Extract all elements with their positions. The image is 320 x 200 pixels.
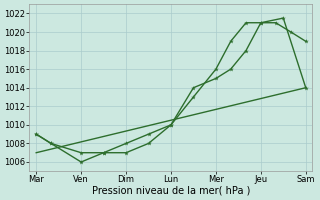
X-axis label: Pression niveau de la mer( hPa ): Pression niveau de la mer( hPa ) <box>92 186 250 196</box>
